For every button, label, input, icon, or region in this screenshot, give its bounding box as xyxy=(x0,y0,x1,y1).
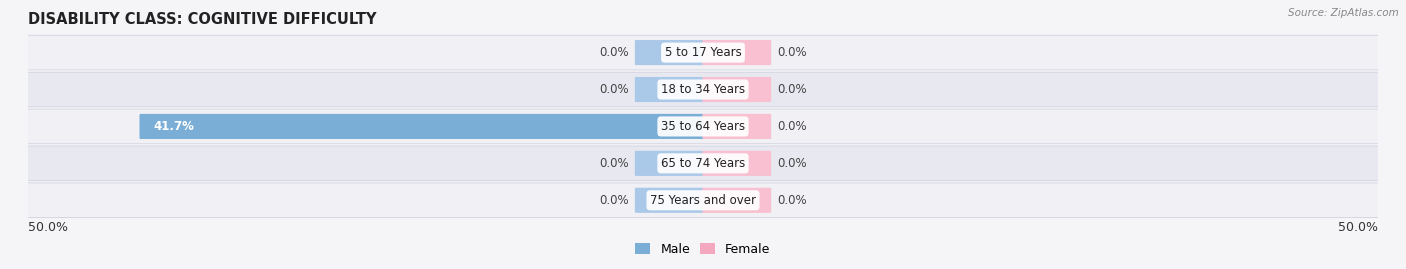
FancyBboxPatch shape xyxy=(703,77,770,102)
FancyBboxPatch shape xyxy=(636,151,703,176)
Legend: Male, Female: Male, Female xyxy=(636,243,770,256)
Text: DISABILITY CLASS: COGNITIVE DIFFICULTY: DISABILITY CLASS: COGNITIVE DIFFICULTY xyxy=(28,12,377,27)
Text: 65 to 74 Years: 65 to 74 Years xyxy=(661,157,745,170)
FancyBboxPatch shape xyxy=(703,188,770,213)
FancyBboxPatch shape xyxy=(703,40,770,65)
Text: 0.0%: 0.0% xyxy=(599,194,628,207)
Text: 18 to 34 Years: 18 to 34 Years xyxy=(661,83,745,96)
Text: 41.7%: 41.7% xyxy=(153,120,194,133)
Text: 35 to 64 Years: 35 to 64 Years xyxy=(661,120,745,133)
Text: Source: ZipAtlas.com: Source: ZipAtlas.com xyxy=(1288,8,1399,18)
FancyBboxPatch shape xyxy=(27,109,1379,144)
Text: 0.0%: 0.0% xyxy=(778,157,807,170)
Text: 5 to 17 Years: 5 to 17 Years xyxy=(665,46,741,59)
FancyBboxPatch shape xyxy=(27,146,1379,181)
FancyBboxPatch shape xyxy=(27,35,1379,70)
FancyBboxPatch shape xyxy=(703,151,770,176)
FancyBboxPatch shape xyxy=(139,114,703,139)
FancyBboxPatch shape xyxy=(636,188,703,213)
Text: 75 Years and over: 75 Years and over xyxy=(650,194,756,207)
Text: 0.0%: 0.0% xyxy=(778,194,807,207)
Text: 50.0%: 50.0% xyxy=(28,221,67,233)
Text: 0.0%: 0.0% xyxy=(778,83,807,96)
Text: 0.0%: 0.0% xyxy=(778,46,807,59)
FancyBboxPatch shape xyxy=(27,72,1379,107)
Text: 0.0%: 0.0% xyxy=(599,46,628,59)
FancyBboxPatch shape xyxy=(636,77,703,102)
Text: 0.0%: 0.0% xyxy=(599,157,628,170)
FancyBboxPatch shape xyxy=(27,183,1379,218)
FancyBboxPatch shape xyxy=(703,114,770,139)
Text: 0.0%: 0.0% xyxy=(778,120,807,133)
Text: 0.0%: 0.0% xyxy=(599,83,628,96)
FancyBboxPatch shape xyxy=(636,40,703,65)
Text: 50.0%: 50.0% xyxy=(1339,221,1378,233)
